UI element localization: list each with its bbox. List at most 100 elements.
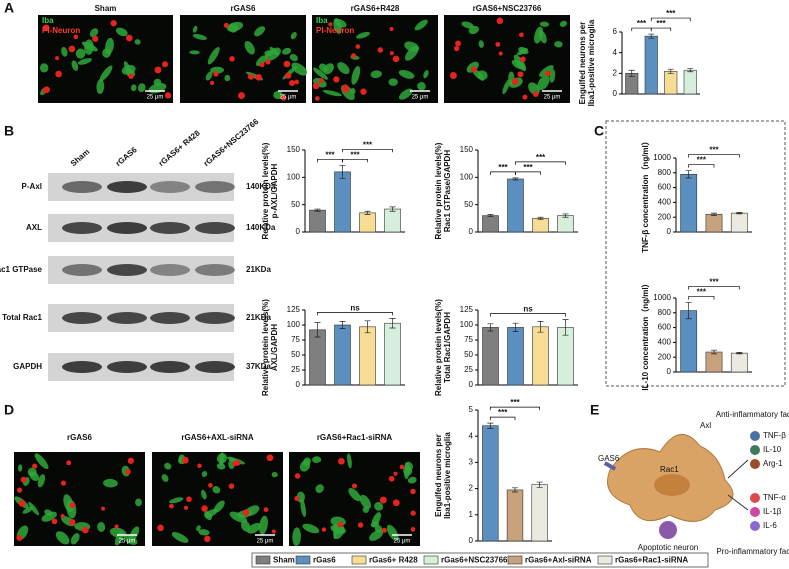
neuron <box>511 78 519 85</box>
y-tick-label: 50 <box>291 350 300 359</box>
blot-band <box>62 312 102 324</box>
gas6 <box>603 461 617 471</box>
neuron <box>318 77 324 83</box>
neuron <box>337 457 345 465</box>
y-axis-label: Iba1-positive microglia <box>443 432 452 519</box>
error-bar <box>339 321 346 329</box>
microglia <box>502 79 510 95</box>
microglia <box>41 511 57 522</box>
y-tick-label: 0 <box>469 227 474 236</box>
y-axis-label: Total Rac1/GAPDH <box>443 312 452 383</box>
diagram-label: Anti-inflammatory factors <box>716 410 789 419</box>
y-tick-label: 4 <box>469 431 474 440</box>
y-tick-label: 600 <box>658 183 672 192</box>
error-bar <box>711 212 717 216</box>
scale-label: 25 μm <box>394 539 411 545</box>
y-tick-label: 0 <box>469 536 474 545</box>
scale-label: 25 μm <box>412 95 429 101</box>
lane-label: rGAS6+NSC23766 <box>202 117 261 168</box>
bar <box>309 329 326 386</box>
blot-band <box>150 222 190 234</box>
neuron <box>351 483 357 489</box>
blot-band <box>195 264 235 276</box>
image-label: rGAS6+NSC23766 <box>473 4 542 13</box>
microglia <box>121 64 136 75</box>
neuron <box>68 45 76 53</box>
neuron <box>312 82 320 90</box>
neuron <box>266 454 274 462</box>
microglia <box>99 65 113 82</box>
y-tick-label: 2 <box>469 484 474 493</box>
bar <box>705 351 723 373</box>
microglia <box>210 66 224 74</box>
y-tick-label: 4 <box>613 48 618 57</box>
diagram-label: Axl <box>700 421 711 430</box>
significance-bracket <box>489 416 516 421</box>
microglia <box>315 484 324 493</box>
bar <box>506 489 524 542</box>
significance-label: *** <box>510 398 520 407</box>
scale-label: 25 μm <box>257 539 274 545</box>
factor-icon <box>750 493 760 503</box>
neuron <box>410 488 416 495</box>
neuron <box>294 473 301 479</box>
neuron <box>169 503 174 509</box>
bar <box>531 484 548 542</box>
y-axis-label: Engulfed neurons per <box>434 434 443 517</box>
lane-label: Sham <box>69 147 91 168</box>
neuron <box>69 502 76 509</box>
error-bar <box>512 177 519 181</box>
significance-bracket <box>688 164 715 168</box>
microglia <box>403 462 410 480</box>
microglia <box>323 63 334 75</box>
error-bar <box>364 210 371 215</box>
y-axis-label: Relative protein levels(%) <box>434 142 443 239</box>
neuron <box>229 56 235 62</box>
microglia <box>414 19 428 31</box>
error-bar <box>389 206 396 212</box>
neuron <box>410 510 416 516</box>
panel-c-frame <box>605 120 786 387</box>
microglia <box>129 526 140 542</box>
neuron <box>389 51 394 56</box>
neuron <box>43 86 50 93</box>
error-bar <box>628 69 635 77</box>
neuron <box>357 522 364 528</box>
y-tick-label: 2 <box>613 68 618 77</box>
panel-letter: E <box>590 402 599 418</box>
microglia <box>55 531 70 545</box>
significance-label: ns <box>523 305 533 314</box>
neuron <box>381 527 387 533</box>
panel-letter: B <box>4 123 14 139</box>
error-bar <box>314 322 321 338</box>
neuron <box>517 71 524 78</box>
image-label: rGAS6 <box>231 4 256 13</box>
y-tick-label: 50 <box>464 350 473 359</box>
microglia <box>388 78 398 86</box>
bar <box>482 425 499 542</box>
neuron <box>377 47 384 53</box>
neuron <box>410 527 416 532</box>
microglia <box>289 54 298 62</box>
error-bar <box>314 208 321 212</box>
neuron <box>294 79 300 85</box>
neuron <box>392 499 400 507</box>
factor-icon <box>750 459 760 469</box>
microglia <box>115 27 128 37</box>
factor-label: IL-10 <box>763 445 782 454</box>
microglia <box>130 84 137 92</box>
y-tick-label: 100 <box>460 320 474 329</box>
factor-icon <box>750 507 760 517</box>
neuron <box>201 505 208 512</box>
microglia <box>17 464 23 472</box>
y-tick-label: 400 <box>658 198 672 207</box>
significance-label: *** <box>697 156 707 165</box>
significance-label: *** <box>637 19 647 28</box>
microglia <box>137 83 146 93</box>
microglia <box>374 501 384 511</box>
y-tick-label: 600 <box>658 323 672 332</box>
neuron <box>379 496 387 504</box>
microglia <box>461 21 474 29</box>
neuron <box>204 535 211 543</box>
y-tick-label: 400 <box>658 338 672 347</box>
